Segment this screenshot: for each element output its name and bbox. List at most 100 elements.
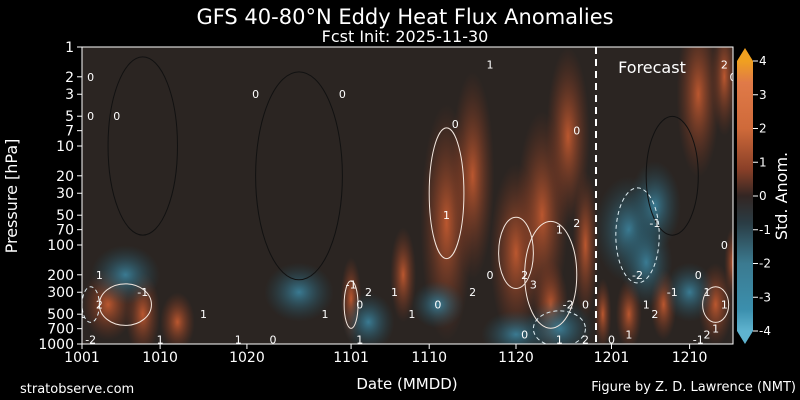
contour-label: 0 [356,299,363,312]
contour-label: -2 [632,269,643,282]
negative-contour [532,310,586,344]
contour-label: -1 [667,286,678,299]
y-tick-label: 70 [56,223,74,239]
contour-label: 2 [573,217,580,230]
colorbar-tick-label: -3 [759,290,771,304]
contour-label: 1 [235,333,242,346]
contour-label: 2 [469,286,476,299]
colorbar: 4 3 2 1 0 -1 -2 -3 -4 [737,48,771,344]
positive-anomaly-region [390,227,417,323]
contour-label: 0 [434,299,441,312]
contour-label: 0 [521,328,528,341]
negative-contour [82,286,100,323]
contour-label: -1 [693,333,704,346]
colorbar-bottom-arrow [737,331,753,344]
y-tick-label: 7 [65,124,74,140]
colorbar-tick-label: 3 [759,88,767,102]
colorbar-tick-label: -1 [759,223,771,237]
contour-label: 0 [339,88,346,101]
contour-label: 0 [113,110,120,123]
x-axis: 1001 1010 1020 1101 1110 1120 1201 1210 [64,344,707,366]
positive-anomaly-region [724,226,733,299]
colorbar-label: Std. Anom. [772,152,791,240]
y-tick-label: 1000 [38,337,74,353]
contour-label: 1 [408,308,415,321]
negative-anomaly-region [264,262,334,322]
credit-note: Figure by Z. D. Lawrence (NMT) [591,380,796,395]
y-tick-label: 5 [65,109,74,125]
contour-label: 2 [582,333,589,346]
contour-label: -1 [346,278,357,291]
contour-label: 1 [157,333,164,346]
contour-label: 1 [443,209,450,222]
y-tick-label: 700 [47,322,74,338]
contour-label: -2 [563,299,574,312]
y-tick-label: 1 [65,40,74,56]
negative-anomaly-region [524,298,595,344]
website-note: stratobserve.com [20,382,134,397]
y-tick-label: 50 [56,208,74,224]
contour-label: 1 [712,323,719,336]
y-tick-label: 500 [47,307,74,323]
x-tick-label: 1010 [142,350,178,366]
contour-label: 3 [530,278,537,291]
anomaly-shading [82,47,733,344]
x-tick-label: 1001 [64,350,100,366]
zero-contour [645,115,699,236]
y-tick-label: 10 [56,139,74,155]
chart-title: GFS 40-80°N Eddy Heat Flux Anomalies [196,5,613,29]
y-tick-label: 300 [47,285,74,301]
y-tick-label: 20 [56,169,74,185]
zero-contour [255,71,343,281]
colorbar-tick-label: -2 [759,257,771,271]
y-axis-label: Pressure [hPa] [2,139,21,254]
contour-label: 0 [695,269,702,282]
positive-anomaly-region [572,170,599,320]
contour-label: 0 [730,71,737,84]
positive-anomaly-region [711,47,733,137]
positive-contour [428,127,465,260]
positive-contour [343,280,359,329]
zero-contour [107,56,178,236]
positive-anomaly-region [450,71,495,280]
contour-label: 1 [391,286,398,299]
plot-area: 0000000000000000011111111111111111122222… [82,47,737,346]
contour-label: -1 [649,217,660,230]
contour-label: 1 [625,328,632,341]
contour-label: 0 [252,88,259,101]
contour-label: 0 [582,299,589,312]
contour-labels: 0000000000000000011111111111111111122222… [82,58,737,346]
x-tick-label: 1120 [498,350,534,366]
contour-label: 0 [269,333,276,346]
negative-anomaly-region [342,292,395,344]
x-tick-label: 1201 [594,350,630,366]
contour-label: 0 [486,269,493,282]
forecast-label: Forecast [618,58,686,77]
colorbar-tick-label: 4 [759,54,767,68]
colorbar-tick-label: -4 [759,324,771,338]
contour-label: 1 [322,308,329,321]
contour-label: 1 [703,286,710,299]
positive-anomaly-region [160,292,195,344]
colorbar-tick-label: 0 [759,189,767,203]
x-tick-label: 1210 [672,350,708,366]
colorbar-tick-label: 2 [759,122,767,136]
x-axis-label: Date (MMDD) [356,375,457,393]
contour-label: 2 [365,286,372,299]
plot-frame [81,46,734,345]
colorbar-top-arrow [737,48,753,61]
contour-label: 1 [486,58,493,71]
contour-label: 1 [556,333,563,346]
y-tick-label: 30 [56,186,74,202]
x-tick-label: 1110 [411,350,447,366]
contour-label: 2 [521,269,528,282]
negative-anomaly-region [620,217,673,307]
positive-contour [498,216,534,289]
contour-label: 2 [96,299,103,312]
colorbar-tick-label: 1 [759,155,767,169]
contour-label: 1 [556,224,563,237]
x-tick-label: 1020 [229,350,265,366]
contour-label: 0 [721,239,728,252]
chart-subtitle: Fcst Init: 2025-11-30 [322,27,489,46]
